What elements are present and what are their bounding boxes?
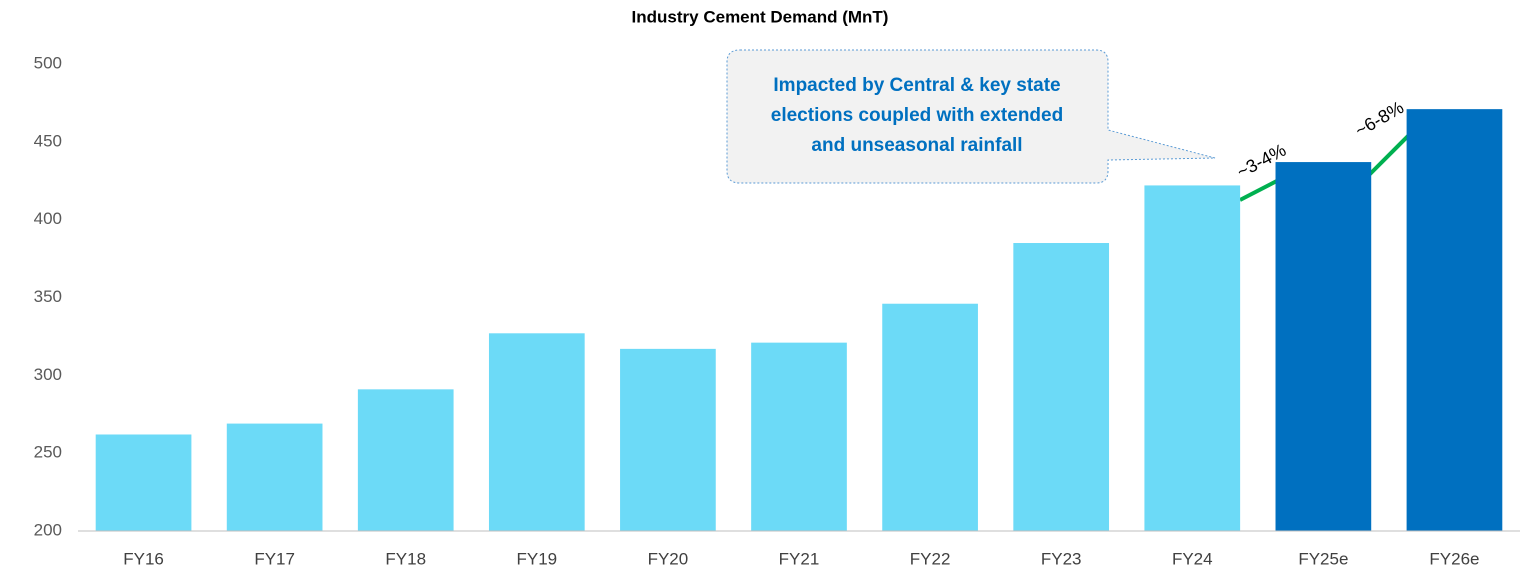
x-tick-label: FY21	[779, 549, 820, 568]
y-tick-label: 450	[34, 131, 62, 150]
x-tick-label: FY16	[123, 549, 164, 568]
callout-text: elections coupled with extended	[771, 105, 1063, 126]
y-tick-label: 400	[34, 209, 62, 228]
y-tick-label: 300	[34, 365, 62, 384]
callout-text: Impacted by Central & key state	[773, 75, 1060, 96]
x-tick-label: FY25e	[1298, 549, 1348, 568]
x-tick-label: FY20	[648, 549, 689, 568]
chart-title: Industry Cement Demand (MnT)	[632, 7, 889, 26]
bar	[620, 348, 716, 531]
bar	[357, 389, 454, 531]
y-tick-label: 500	[34, 53, 62, 72]
y-tick-label: 250	[34, 443, 62, 462]
x-tick-label: FY23	[1041, 549, 1082, 568]
bar	[882, 303, 978, 531]
bar	[1275, 162, 1372, 531]
callout-text: and unseasonal rainfall	[811, 135, 1022, 156]
x-tick-label: FY26e	[1429, 549, 1479, 568]
callout-box	[726, 49, 1216, 184]
x-tick-label: FY18	[385, 549, 426, 568]
bar	[1144, 185, 1241, 532]
bar	[1013, 243, 1110, 531]
x-tick-label: FY19	[516, 549, 557, 568]
x-tick-label: FY17	[254, 549, 295, 568]
y-tick-label: 200	[34, 520, 62, 539]
x-tick-label: FY22	[910, 549, 951, 568]
x-tick-label: FY24	[1172, 549, 1213, 568]
bar	[226, 423, 323, 531]
bar	[1406, 109, 1503, 531]
growth-label: ~6-8%	[1352, 97, 1408, 141]
bar	[488, 333, 585, 531]
y-tick-label: 350	[34, 287, 62, 306]
bar	[95, 434, 192, 531]
bar	[751, 342, 847, 531]
